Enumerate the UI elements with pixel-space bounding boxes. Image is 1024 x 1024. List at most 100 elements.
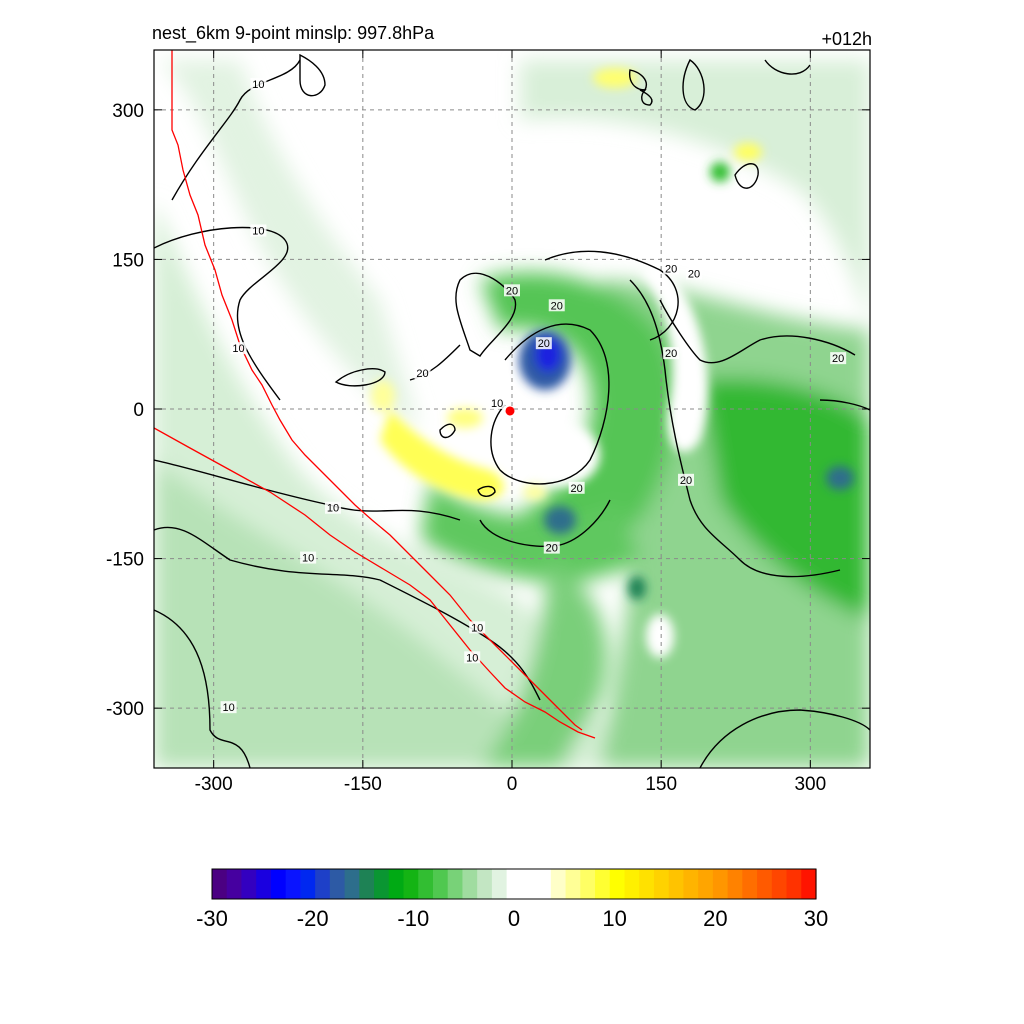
field-patch-white-se [646,614,674,658]
contour-label-bg [489,397,506,410]
colorbar-cell [550,869,567,899]
contour-20-south-arc [479,499,611,547]
contour-label-bg [685,267,702,280]
contour-label: 10 [252,225,264,237]
y-tick-label: 150 [112,250,144,271]
contour-label-bg [414,367,431,380]
contour-loop-south-small [477,485,496,497]
colorbar-cell [639,869,655,899]
contour-label: 10 [302,553,314,565]
colorbar-tick-label: 10 [602,906,626,931]
contour-label-bg [220,701,237,714]
contour-label: 20 [538,338,550,350]
contour-label-bg [504,284,520,297]
colorbar-cell [742,869,758,899]
shaded-field [154,60,870,768]
contour-10-sw [154,609,251,768]
x-tick-label: 150 [645,774,677,795]
y-tick-label: 300 [112,101,144,122]
contour-label: 10 [232,343,244,355]
colorbar-cell [609,869,626,899]
colorbar-cell [359,869,375,899]
y-tick-label: -150 [106,550,144,571]
field-broad-shading [154,60,870,768]
colorbar-cell [698,869,714,899]
field-patch-white-eye [520,423,600,487]
field-patch-green-band [154,460,580,768]
field-patch-yellow-sw-core [380,410,504,500]
colorbar-cell [462,869,478,899]
colorbar-cell [521,869,537,899]
contour-20-east-upper [659,299,856,364]
contour-label: 20 [688,268,700,280]
field-patch-green-south [480,560,608,768]
field-patch-dark-green-se [628,576,646,600]
storm-center-marker [505,406,515,416]
colorbar-cell [801,869,817,899]
contour-20-north-loop [455,272,517,357]
colorbar-tick-label: -30 [196,906,228,931]
field-patch-blue-south [544,506,576,534]
colorbar-cell [786,869,802,899]
colorbar-cell [683,869,699,899]
colorbar-cell [329,869,346,899]
contour-label: 20 [546,543,558,555]
field-patch-yellow-ne [734,143,762,161]
contour-label-bg [469,621,486,634]
x-tick-label: -300 [195,774,233,795]
colorbar-tick-label: 20 [703,906,727,931]
colorbar-cells [212,869,817,899]
colorbar-cell [270,869,287,899]
colorbar-cell [241,869,257,899]
field-patch-pale-ne [520,60,870,330]
contour-label: 20 [665,263,677,275]
contour-loop-center-small [439,423,456,439]
colorbar-cell [212,869,228,899]
contour-labels: 10 10 10 10 10 10 10 10 10 20 20 20 20 20 20 20 20 20 20 20 [220,77,847,714]
contour-loop-west-small [334,368,386,387]
contour-label-bg [464,651,481,664]
contour-label: 20 [416,368,428,380]
colorbar-cell [668,869,685,899]
colorbar-cell [374,869,390,899]
colorbar-frame [211,868,817,900]
contour-10-nw-upper [171,59,301,201]
colorbar-cell [536,869,552,899]
coastline-boundary-2 [154,427,596,739]
field-patch-green-south-ring [420,480,640,582]
contour-loop-top-right [764,59,811,75]
chart-title: nest_6km 9-point minslp: 997.8hPa [152,23,435,44]
contour-label-bg [678,473,695,486]
contour-loop-north [299,53,326,97]
contour-label: 10 [327,503,339,515]
field-patch-blue-east [826,466,854,490]
contour-bottom-right [699,709,870,768]
field-patch-yellow-south [523,484,547,500]
contour-label-bg [250,77,267,90]
colorbar: -30 -20 -10 0 10 20 30 [196,868,828,931]
colorbar-cell [565,869,581,899]
colorbar-cell [388,869,405,899]
contour-20-north-arc [544,250,679,341]
contour-label-bg [663,347,680,360]
colorbar-cell [653,869,670,899]
contour-label-bg [230,342,247,355]
field-patch-pale-nw [160,60,420,430]
colorbar-cell [624,869,640,899]
colorbar-tick-label: -10 [397,906,429,931]
plot-area: 10 10 10 10 10 10 10 10 10 20 20 20 20 20 20 20 20 20 20 20 [153,49,871,769]
colorbar-cell [580,869,596,899]
colorbar-cell [727,869,743,899]
forecast-hour-label: +012h [821,29,872,49]
contour-label-bg [548,299,565,312]
contour-label-bg [325,501,341,514]
colorbar-cell [447,869,464,899]
contour-label: 10 [252,79,264,91]
x-tick-label: 300 [794,774,826,795]
colorbar-cell [315,869,331,899]
contour-loop-ne-spot [734,163,759,189]
contour-label-bg [568,481,585,494]
colorbar-cell [595,869,611,899]
contour-label: 20 [665,348,677,360]
